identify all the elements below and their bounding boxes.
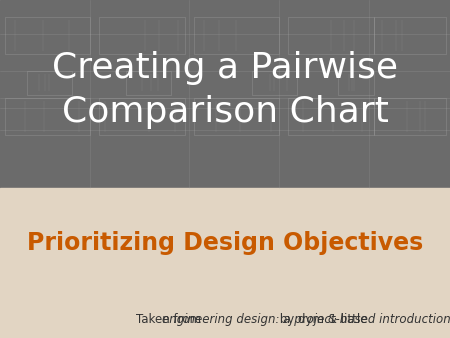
Bar <box>4 17 90 54</box>
Bar <box>27 71 72 95</box>
Bar <box>0 0 450 188</box>
Text: Creating a Pairwise
Comparison Chart: Creating a Pairwise Comparison Chart <box>52 51 398 129</box>
Bar <box>338 71 374 95</box>
Bar <box>288 98 374 135</box>
Bar <box>99 17 184 54</box>
Bar <box>374 17 446 54</box>
Text: engineering design: a project-based introduction: engineering design: a project-based intr… <box>162 313 450 326</box>
Bar <box>126 71 171 95</box>
Text: by dym & little: by dym & little <box>276 313 367 326</box>
Bar <box>99 98 184 135</box>
Bar <box>0 188 450 338</box>
Bar <box>4 98 90 135</box>
Bar <box>252 71 297 95</box>
Text: Prioritizing Design Objectives: Prioritizing Design Objectives <box>27 231 423 255</box>
Text: Taken from: Taken from <box>136 313 205 326</box>
Bar <box>374 98 446 135</box>
Bar <box>194 17 279 54</box>
Bar <box>288 17 374 54</box>
Bar <box>194 98 279 135</box>
